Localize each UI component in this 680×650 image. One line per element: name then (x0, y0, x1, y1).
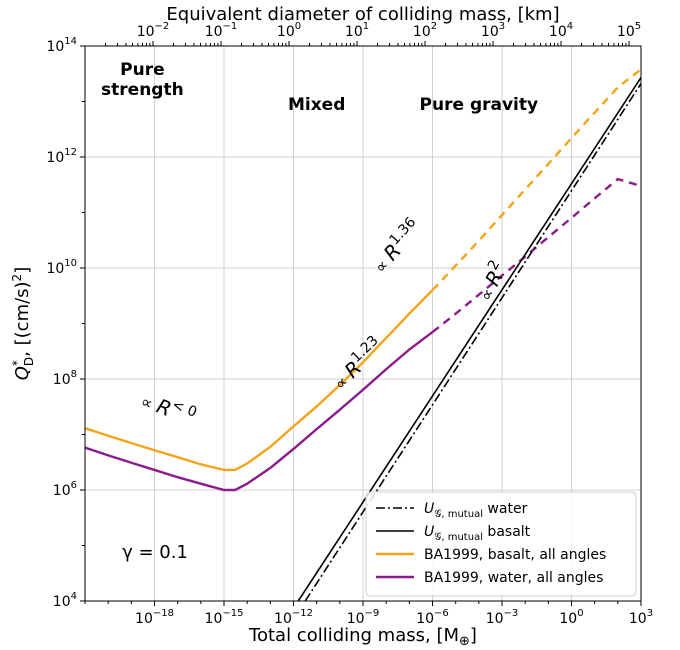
top-tick-label: 10−2 (137, 21, 170, 40)
top-tick-label: 105 (617, 21, 641, 40)
x-tick-label: 103 (629, 608, 653, 627)
series-line-4 (297, 77, 641, 601)
x-tick-label: 10−18 (135, 608, 174, 627)
x-tick-label: 10−3 (486, 608, 519, 627)
y-tick-label: 108 (53, 369, 77, 388)
legend: U𝒢, mutual water U𝒢, mutual basalt BA1999,… (365, 491, 637, 597)
top-axis-label: Equivalent diameter of colliding mass, [… (166, 4, 559, 25)
x-tick-label: 10−6 (416, 608, 449, 627)
x-tick-label: 10−15 (205, 608, 244, 627)
x-axis-label: Total colliding mass, [M⊕] (248, 625, 477, 649)
legend-entry-2: BA1999, basalt, all angles (424, 547, 606, 563)
top-tick-label: 102 (413, 21, 437, 40)
gamma-label: γ = 0.1 (122, 542, 188, 563)
y-axis-label: Q*D, [(cm/s)2] (10, 267, 36, 380)
x-tick-label: 10−9 (347, 608, 380, 627)
slope-annotation-2: ∝ R1.23 (326, 333, 388, 394)
legend-entry-0: U𝒢, mutual water (424, 501, 528, 520)
axis-labels: Total colliding mass, [M⊕] Equivalent dia… (10, 4, 560, 649)
legend-entry-1: U𝒢, mutual basalt (424, 524, 531, 543)
legend-box (365, 491, 637, 597)
series-line-1 (431, 68, 641, 291)
region-label-1: Mixed (288, 95, 345, 115)
top-tick-label: 100 (277, 21, 301, 40)
series-line-5 (304, 83, 641, 601)
annotations: Pure strength Mixed Pure gravity ∝ R< 0 ∝ R1.… (101, 60, 538, 563)
y-tick-label: 104 (53, 591, 77, 610)
top-tick-label: 103 (481, 21, 505, 40)
top-tick-label: 101 (345, 21, 369, 40)
series-layer (85, 68, 641, 601)
region-label-0: Pure strength (101, 60, 184, 100)
y-tick-label: 1014 (46, 36, 77, 55)
y-tick-label: 106 (53, 480, 77, 499)
top-tick-label: 10−1 (205, 21, 238, 40)
series-line-2 (85, 331, 434, 492)
series-line-3 (431, 177, 641, 334)
ticks: 10−18 10−15 10−12 10−9 10−6 10−3 100 103 104 106 1… (46, 21, 653, 627)
x-tick-label: 100 (559, 608, 583, 627)
slope-annotation-0: ∝ R< 0 (138, 386, 199, 430)
y-tick-label: 1010 (46, 258, 77, 277)
y-tick-label: 1012 (46, 147, 77, 166)
region-label-2: Pure gravity (420, 95, 539, 115)
top-tick-label: 104 (549, 21, 573, 40)
series-line-0 (85, 289, 434, 472)
legend-entry-3: BA1999, water, all angles (424, 570, 603, 586)
x-tick-label: 10−12 (274, 608, 313, 627)
